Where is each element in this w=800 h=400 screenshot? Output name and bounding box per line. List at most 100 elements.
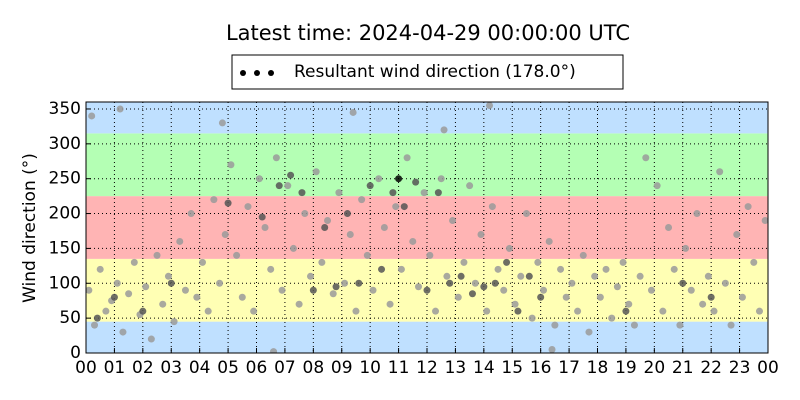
point (443, 272, 451, 280)
point (608, 314, 616, 322)
point (528, 314, 536, 322)
point (457, 272, 465, 280)
point (409, 237, 417, 245)
legend-marker (240, 70, 246, 76)
point (613, 283, 621, 291)
point (349, 108, 357, 116)
point (562, 293, 570, 301)
point (534, 258, 542, 266)
point (295, 300, 303, 308)
point (716, 168, 724, 176)
x-tick-label: 20 (644, 358, 666, 378)
point (687, 286, 695, 294)
point (130, 258, 138, 266)
point (432, 307, 440, 315)
point (548, 346, 556, 353)
point (440, 126, 448, 134)
point (380, 224, 388, 231)
point (218, 119, 226, 127)
x-tick-label: 02 (132, 358, 154, 378)
point (244, 203, 252, 211)
point (287, 171, 295, 179)
x-tick-label: 00 (75, 358, 97, 378)
point (602, 265, 610, 273)
legend-marker (268, 70, 274, 76)
point (545, 237, 553, 245)
x-tick-label: 14 (473, 358, 495, 378)
point (454, 293, 462, 301)
point (346, 230, 354, 238)
point (139, 307, 147, 315)
point (164, 272, 172, 280)
point (414, 283, 422, 291)
point (514, 307, 522, 315)
point (480, 283, 488, 291)
point (738, 293, 746, 301)
point (298, 189, 306, 197)
point (363, 251, 371, 259)
point (403, 154, 411, 162)
point (477, 230, 485, 238)
point (710, 307, 718, 315)
point (110, 293, 118, 301)
point (750, 258, 758, 266)
point (653, 182, 661, 190)
point (167, 279, 175, 287)
point (204, 307, 212, 315)
point (355, 279, 363, 287)
point (591, 272, 599, 280)
chart-title: Latest time: 2024-04-29 00:00:00 UTC (226, 21, 630, 45)
point (761, 217, 768, 225)
point (574, 307, 582, 315)
point (210, 196, 218, 204)
y-axis-label: Wind direction (°) (20, 153, 40, 303)
x-tick-label: 08 (303, 358, 325, 378)
point (227, 161, 235, 169)
point (412, 178, 420, 186)
point (113, 279, 121, 287)
point (193, 293, 201, 301)
y-tick-label: 300 (49, 134, 81, 154)
plot (86, 102, 768, 353)
point (755, 307, 763, 315)
point (449, 217, 457, 225)
point (278, 286, 286, 294)
point (389, 189, 397, 197)
point (369, 286, 377, 294)
point (366, 182, 374, 190)
y-tick-label: 350 (49, 99, 81, 119)
point (238, 293, 246, 301)
x-tick-label: 13 (445, 358, 467, 378)
x-tick-label: 15 (501, 358, 523, 378)
point (88, 112, 96, 120)
point (275, 182, 283, 190)
point (704, 272, 712, 280)
x-tick-label: 22 (700, 358, 722, 378)
point (321, 224, 329, 231)
x-tick-label: 07 (274, 358, 296, 378)
point (400, 203, 408, 211)
x-tick-label: 12 (416, 358, 438, 378)
point (471, 279, 479, 287)
point (679, 279, 687, 287)
x-tick-label: 09 (331, 358, 353, 378)
point (272, 154, 280, 162)
x-tick-label: 17 (558, 358, 580, 378)
point (707, 293, 715, 301)
x-tick-label: 01 (104, 358, 126, 378)
point (665, 224, 673, 231)
point (460, 258, 468, 266)
point (693, 210, 701, 218)
point (503, 258, 511, 266)
legend-marker (254, 70, 260, 76)
x-tick-label: 05 (217, 358, 239, 378)
point (318, 258, 326, 266)
point (270, 348, 278, 353)
y-tick-label: 50 (59, 308, 81, 328)
x-tick-label: 11 (388, 358, 410, 378)
point (306, 272, 314, 280)
point (102, 307, 110, 315)
point (250, 307, 258, 315)
point (505, 244, 513, 252)
legend: Resultant wind direction (178.0°) (231, 54, 624, 90)
